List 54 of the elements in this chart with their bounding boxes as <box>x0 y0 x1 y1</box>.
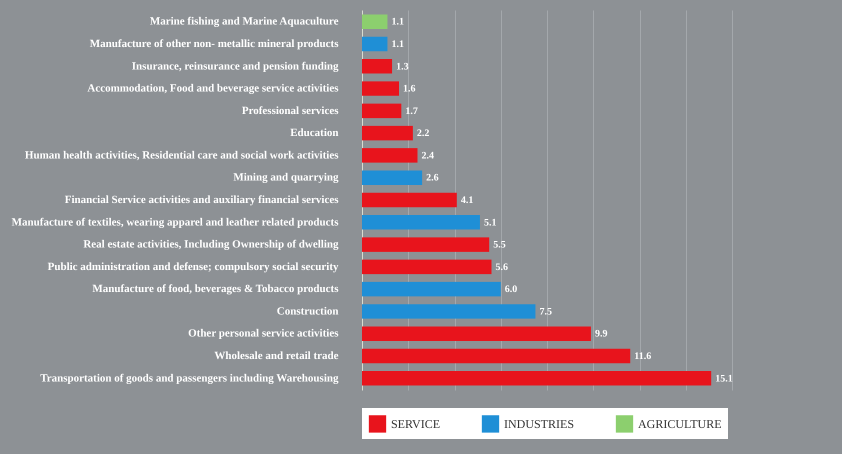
data-label: 5.1 <box>484 217 496 228</box>
legend-label: SERVICE <box>391 416 440 431</box>
data-label: 2.2 <box>416 128 430 140</box>
bar <box>362 104 402 118</box>
y-tick-label: Wholesale and retail trade <box>214 350 339 362</box>
bar <box>362 304 536 319</box>
data-label: 6.0 <box>504 284 518 296</box>
y-tick-label: Financial Service activities and auxiliary financial services <box>64 194 340 206</box>
y-tick-label: Insurance, reinsurance and pension funding <box>132 60 339 72</box>
bar <box>362 326 591 341</box>
bar <box>362 348 630 364</box>
y-tick-label: Transportation of goods and passengers including Warehousing <box>40 372 339 384</box>
data-label: 1.1 <box>391 38 404 50</box>
data-label: 2.6 <box>426 172 439 184</box>
bar <box>362 81 399 96</box>
y-tick-label: Mining and quarrying <box>233 172 339 184</box>
bar <box>362 148 418 163</box>
y-tick-label: Professional services <box>242 104 340 117</box>
y-tick-label: Manufacture of other non- metallic mineral products <box>90 38 340 50</box>
bar <box>362 215 480 230</box>
y-tick-label: Real estate activities, Including Ownership of dwelling <box>83 238 339 251</box>
data-label: 1.7 <box>405 106 418 117</box>
data-label: 9.9 <box>594 328 608 340</box>
data-label: 5.6 <box>496 262 508 273</box>
bar <box>362 260 492 274</box>
data-label: 1.1 <box>391 16 404 28</box>
bar <box>362 14 388 29</box>
data-label: 11.6 <box>634 351 652 362</box>
data-label: 1.6 <box>403 84 416 95</box>
y-tick-label: Human health activities, Residential care and social work activities <box>24 149 340 162</box>
y-tick-label: Other personal service activities <box>188 328 340 340</box>
y-tick-label: Construction <box>276 305 338 318</box>
data-label: 15.1 <box>715 373 733 384</box>
data-label: 1.3 <box>396 61 409 72</box>
legend-label: AGRICULTURE <box>638 416 722 431</box>
legend-label: INDUSTRIES <box>504 416 574 431</box>
y-tick-label: Marine fishing and Marine Aquaculture <box>150 16 339 28</box>
data-label: 5.5 <box>493 240 506 251</box>
bar <box>362 237 490 252</box>
bar <box>362 371 712 386</box>
y-tick-label: Public administration and defense; compulsory social security <box>48 260 339 273</box>
y-tick-label: Manufacture of food, beverages & Tobacco products <box>92 283 340 296</box>
bar <box>362 36 388 52</box>
y-tick-label: Accommodation, Food and beverage service activities <box>87 82 340 95</box>
bar <box>362 282 501 296</box>
y-tick-label: Education <box>290 127 338 140</box>
data-label: 7.5 <box>539 306 552 318</box>
bar <box>362 126 413 140</box>
bar <box>362 59 392 74</box>
y-tick-label: Manufacture of textiles, wearing apparel and leather related products <box>12 216 340 228</box>
data-label: 2.4 <box>422 150 434 162</box>
data-label: 4.1 <box>460 195 474 206</box>
bar <box>362 192 457 208</box>
bar <box>362 170 422 185</box>
